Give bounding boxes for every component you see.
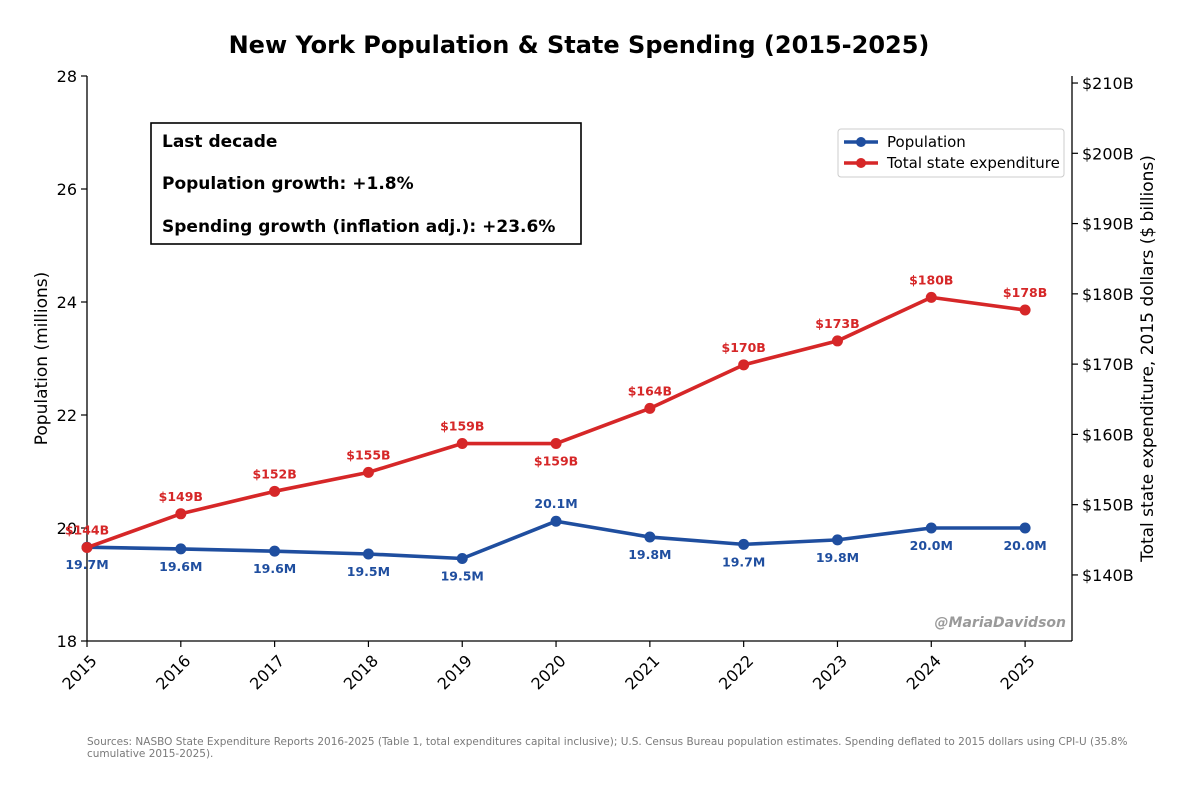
annotation-line-3: Spending growth (inflation adj.): +23.6% xyxy=(162,217,555,237)
legend-population-label: Population xyxy=(887,133,966,151)
expenditure-point xyxy=(175,508,187,520)
right-tick-label: $190B xyxy=(1082,215,1134,234)
annotation-line-1: Last decade xyxy=(162,132,277,152)
right-tick-label: $200B xyxy=(1082,144,1134,163)
x-tick-label: 2025 xyxy=(996,651,1038,693)
population-point xyxy=(644,531,656,543)
x-tick-label: 2021 xyxy=(621,651,663,693)
expenditure-point xyxy=(831,335,843,347)
expenditure-data-label: $159B xyxy=(440,419,484,434)
expenditure-point xyxy=(362,466,374,478)
population-point xyxy=(738,538,750,550)
chart-title: New York Population & State Spending (20… xyxy=(229,31,930,59)
annotation-box: Last decade Population growth: +1.8% Spe… xyxy=(150,122,582,245)
population-data-label: 20.0M xyxy=(1003,538,1046,553)
population-data-label: 19.8M xyxy=(816,550,859,565)
legend-frame xyxy=(837,128,1065,178)
population-point xyxy=(831,534,843,546)
population-point xyxy=(550,515,562,527)
x-tick-label: 2015 xyxy=(58,651,100,693)
x-tick-label: 2024 xyxy=(903,651,945,693)
expenditure-data-label: $144B xyxy=(65,523,109,538)
population-data-label: 19.6M xyxy=(253,561,296,576)
right-tick-label: $210B xyxy=(1082,74,1134,93)
annotation-line-2: Population growth: +1.8% xyxy=(162,174,414,194)
legend-expenditure-label: Total state expenditure xyxy=(886,154,1060,172)
expenditure-point xyxy=(456,438,468,450)
left-tick-label: 26 xyxy=(57,180,77,199)
expenditure-data-label: $180B xyxy=(909,272,953,287)
x-tick-label: 2022 xyxy=(715,651,757,693)
population-point xyxy=(362,548,374,560)
annotation-box-frame xyxy=(150,122,582,245)
population-point xyxy=(456,553,468,565)
population-point xyxy=(269,545,281,557)
x-tick-label: 2023 xyxy=(809,651,851,693)
y-axis-right-label: Total state expenditure, 2015 dollars ($… xyxy=(1138,155,1158,563)
expenditure-data-label: $164B xyxy=(628,383,672,398)
legend: Population Total state expenditure xyxy=(837,128,1065,178)
left-tick-label: 22 xyxy=(57,406,77,425)
expenditure-point xyxy=(550,438,562,450)
source-note: Sources: NASBO State Expenditure Reports… xyxy=(87,736,1128,760)
population-data-label: 19.5M xyxy=(347,564,390,579)
expenditure-data-label: $170B xyxy=(722,340,766,355)
left-tick-label: 28 xyxy=(57,67,77,86)
population-data-label: 19.5M xyxy=(441,569,484,584)
population-data-label: 19.7M xyxy=(65,557,108,572)
x-tick-label: 2020 xyxy=(527,651,569,693)
watermark: @MariaDavidson xyxy=(935,615,1066,631)
x-tick-label: 2019 xyxy=(434,651,476,693)
expenditure-data-label: $159B xyxy=(534,454,578,469)
population-point xyxy=(925,522,937,534)
population-line xyxy=(85,519,1027,561)
population-point xyxy=(175,543,187,555)
right-tick-label: $180B xyxy=(1082,285,1134,304)
expenditure-point xyxy=(1019,304,1031,316)
population-data-label: 19.6M xyxy=(159,559,202,574)
expenditure-point xyxy=(738,359,750,371)
x-tick-label: 2018 xyxy=(340,651,382,693)
legend-expenditure-marker xyxy=(856,158,866,168)
population-data-label: 20.0M xyxy=(910,538,953,553)
right-tick-label: $170B xyxy=(1082,355,1134,374)
left-tick-label: 24 xyxy=(57,293,77,312)
right-tick-label: $140B xyxy=(1082,566,1134,585)
expenditure-data-label: $155B xyxy=(346,447,390,462)
expenditure-point xyxy=(81,542,93,554)
y-axis-left-label: Population (millions) xyxy=(32,272,52,445)
expenditure-point xyxy=(269,485,281,497)
expenditure-data-label: $152B xyxy=(252,466,296,481)
population-point xyxy=(1019,522,1031,534)
population-data-label: 20.1M xyxy=(534,496,577,511)
population-data-label: 19.7M xyxy=(722,554,765,569)
x-tick-label: 2017 xyxy=(246,651,288,693)
expenditure-data-label: $178B xyxy=(1003,285,1047,300)
right-tick-label: $160B xyxy=(1082,425,1134,444)
expenditure-point xyxy=(925,291,937,303)
right-tick-label: $150B xyxy=(1082,496,1134,515)
legend-population-marker xyxy=(856,137,866,147)
expenditure-point xyxy=(644,402,656,414)
x-tick-label: 2016 xyxy=(152,651,194,693)
left-tick-label: 20 xyxy=(57,519,77,538)
expenditure-data-label: $173B xyxy=(815,316,859,331)
left-tick-label: 18 xyxy=(57,632,77,651)
population-data-label: 19.8M xyxy=(628,547,671,562)
expenditure-data-label: $149B xyxy=(159,489,203,504)
